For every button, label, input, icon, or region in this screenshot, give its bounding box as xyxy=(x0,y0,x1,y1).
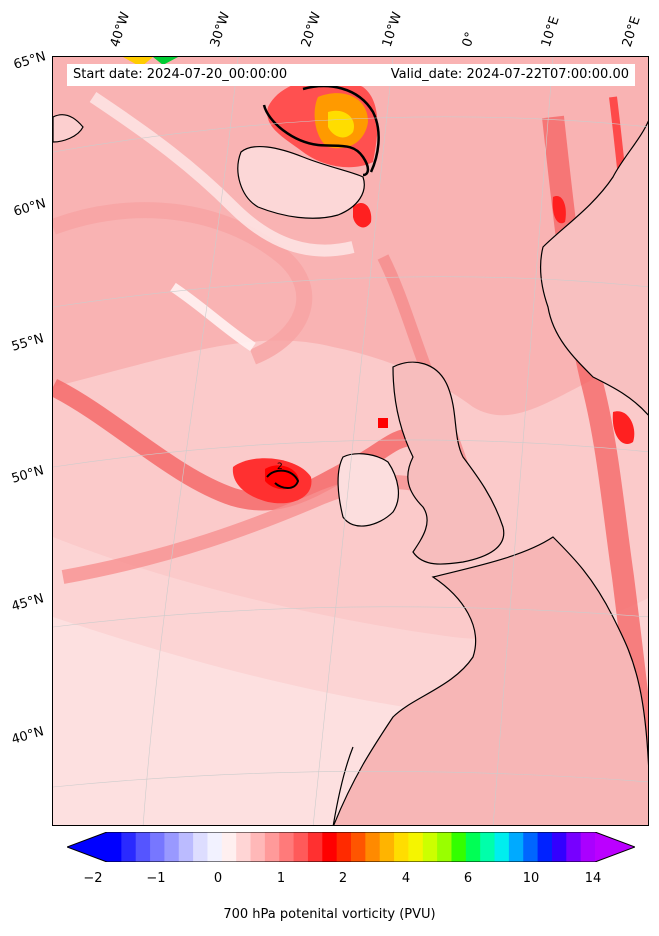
date-annotation: Start date: 2024-07-20_00:00:00 Valid_da… xyxy=(67,64,635,86)
colorbar-segment xyxy=(264,832,280,862)
field-band xyxy=(89,92,355,257)
latitude-label: 55°N xyxy=(9,331,46,355)
latitude-label: 60°N xyxy=(11,196,48,220)
colorbar-segment xyxy=(408,832,424,862)
latitude-label: 40°N xyxy=(9,724,46,748)
colorbar-extend-high xyxy=(595,832,635,862)
longitude-label: 10°E xyxy=(538,14,563,50)
longitude-label: 40°W xyxy=(107,10,134,49)
colorbar-segment xyxy=(150,832,165,862)
graticule-line xyxy=(53,276,648,308)
colorbar-segment xyxy=(336,832,352,862)
longitude-label: 10°W xyxy=(379,10,406,49)
colorbar-segment xyxy=(193,832,208,862)
colorbar-segment xyxy=(523,832,539,862)
colorbar-segment xyxy=(379,832,395,862)
colorbar-segment xyxy=(566,832,582,862)
longitude-label: 0° xyxy=(459,30,479,49)
field-band xyxy=(53,202,313,365)
colorbar-segment xyxy=(437,832,452,862)
start-date-label: Start date: 2024-07-20_00:00:00 xyxy=(73,67,288,82)
colorbar-segment xyxy=(465,832,481,862)
land-continental-europe xyxy=(333,536,648,825)
colorbar-tick-label: 0 xyxy=(213,871,223,886)
colorbar-segment xyxy=(307,832,323,862)
pv-contour xyxy=(302,84,380,173)
land-iceland xyxy=(237,146,365,219)
colorbar-segment xyxy=(322,832,338,862)
colorbar-tick-label: 4 xyxy=(401,871,411,886)
colorbar-tick-label: 14 xyxy=(584,871,602,886)
pv-field-map: 2 xyxy=(53,57,648,825)
colorbar-tick-label: 2 xyxy=(338,871,348,886)
land-great-britain xyxy=(392,361,505,565)
pv-maximum xyxy=(353,202,372,228)
graticule-line xyxy=(53,116,648,153)
colorbar-segment xyxy=(279,832,295,862)
land-greenland xyxy=(53,114,84,143)
colorbar-segment xyxy=(394,832,409,862)
longitude-label: 20°W xyxy=(298,10,325,49)
colorbar-tick-label: 10 xyxy=(522,871,540,886)
latitude-label: 45°N xyxy=(9,591,46,615)
colorbar-segment xyxy=(451,832,467,862)
colorbar-segment xyxy=(365,832,381,862)
field-band xyxy=(170,282,256,352)
valid-date-label: Valid_date: 2024-07-22T07:00:00.00 xyxy=(390,67,629,82)
graticule-line xyxy=(53,771,648,788)
colorbar-segment xyxy=(164,832,180,862)
pv-contour xyxy=(266,469,300,489)
colorbar-tick-label: −2 xyxy=(83,871,103,886)
field-band xyxy=(61,475,457,584)
contour-label: 2 xyxy=(277,462,283,472)
colorbar-extend-low xyxy=(67,832,107,862)
colorbar-segment xyxy=(207,832,223,862)
field-region xyxy=(53,57,648,416)
colorbar-segment xyxy=(351,832,366,862)
latitude-label: 65°N xyxy=(11,49,48,73)
pv-contour xyxy=(262,104,370,177)
colorbar-tick-label: 6 xyxy=(463,871,473,886)
colorbar-segment xyxy=(221,832,237,862)
graticule-line xyxy=(142,57,239,825)
land-ireland xyxy=(337,453,400,527)
colorbar-segment xyxy=(107,832,122,862)
colorbar xyxy=(67,832,635,862)
longitude-label: 20°E xyxy=(619,14,644,50)
graticule-line xyxy=(53,606,648,628)
colorbar-title: 700 hPa potenital vorticity (PVU) xyxy=(223,907,436,922)
map-panel: 2 xyxy=(52,56,649,826)
pv-maximum xyxy=(153,57,178,65)
pv-maximum xyxy=(378,418,388,428)
pv-maximum xyxy=(612,411,635,444)
colorbar-segment xyxy=(480,832,496,862)
colorbar-segment xyxy=(250,832,266,862)
graticule-line xyxy=(53,439,648,468)
colorbar-segment xyxy=(508,832,524,862)
pv-maximum xyxy=(552,196,566,224)
colorbar-segment xyxy=(121,832,137,862)
colorbar-tick-label: 1 xyxy=(276,871,286,886)
latitude-label: 50°N xyxy=(9,463,46,487)
pv-maximum xyxy=(123,57,153,67)
land-scandinavia xyxy=(539,120,648,416)
coastline-iberia xyxy=(332,746,354,825)
colorbar-segment xyxy=(178,832,194,862)
colorbar-segment xyxy=(551,832,567,862)
colorbar-segment xyxy=(580,832,596,862)
colorbar-segment xyxy=(537,832,553,862)
colorbar-segment xyxy=(236,832,252,862)
colorbar-segment xyxy=(135,832,151,862)
colorbar-segment xyxy=(293,832,309,862)
colorbar-segment xyxy=(494,832,510,862)
pv-maximum xyxy=(328,110,354,138)
colorbar-segment xyxy=(422,832,438,862)
longitude-label: 30°W xyxy=(207,10,234,49)
colorbar-tick-label: −1 xyxy=(146,871,166,886)
